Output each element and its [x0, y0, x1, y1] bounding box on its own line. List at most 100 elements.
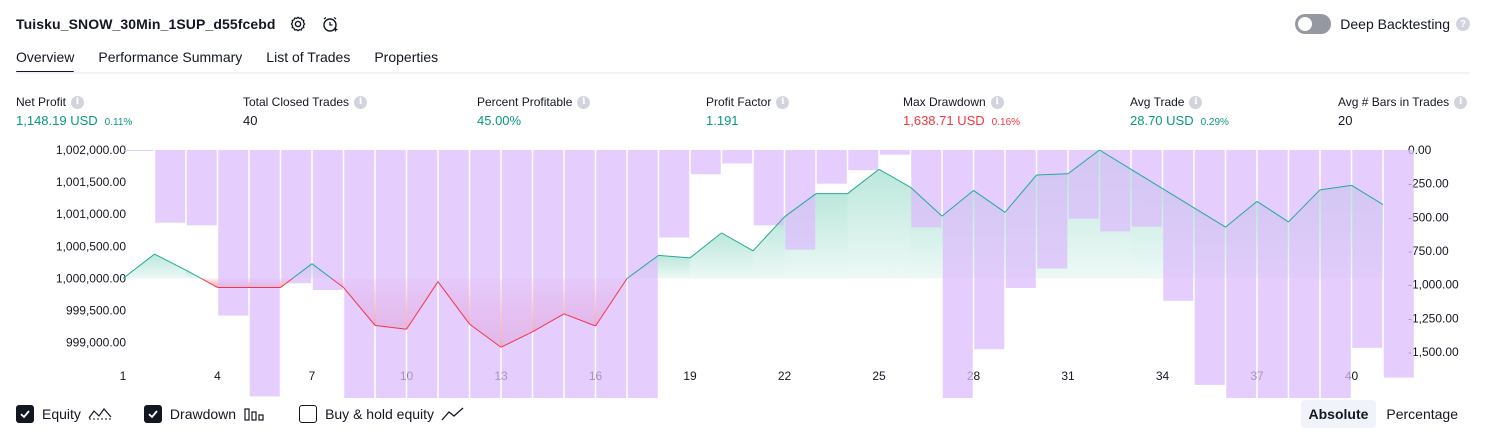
metric-value: 28.70 USD [1130, 113, 1194, 128]
equity-profit-area [816, 193, 848, 279]
right-axis-tick-label: -500.00 [1408, 210, 1449, 224]
report-tabs: Overview Performance Summary List of Tra… [16, 44, 462, 74]
metric-title: Avg # Bars in Trades [1338, 95, 1450, 109]
tab-properties[interactable]: Properties [374, 49, 439, 65]
metric-percent: 0.16% [991, 117, 1021, 128]
x-axis-tick-label: 25 [872, 369, 886, 383]
drawdown-bar [470, 150, 501, 398]
info-icon[interactable]: i [990, 95, 1004, 109]
chart-legend: Equity Drawdown Buy & hold equity [16, 402, 497, 426]
equity-line-segment [1162, 188, 1195, 209]
equity-line-segment [721, 232, 754, 252]
tab-overview[interactable]: Overview [16, 44, 75, 74]
left-axis-tick-label: 1,002,000.00 [56, 143, 126, 157]
equity-line-segment [1130, 168, 1163, 189]
drawdown-bar [1163, 150, 1194, 301]
right-axis-tick-label: -1,000.00 [1408, 278, 1459, 292]
equity-line-segment [200, 278, 218, 288]
equity-drawdown-chart[interactable]: 1,002,000.00 1,001,500.00 1,001,000.00 1,00… [0, 140, 1486, 398]
drawdown-bar [1352, 150, 1383, 348]
equity-profit-area [879, 169, 911, 279]
drawdown-bar [659, 150, 690, 238]
drawdown-bar [407, 150, 438, 398]
equity-checkbox[interactable] [16, 405, 34, 423]
left-axis-tick-label: 1,001,000.00 [56, 207, 126, 221]
metric-value: 45.00% [477, 113, 522, 128]
metric-max-drawdown: Max Drawdown i 1,638.71 USD 0.16% [903, 94, 1020, 130]
drawdown-bar [1383, 150, 1414, 378]
equity-line-segment [374, 324, 407, 330]
drawdown-bar [1068, 150, 1099, 219]
left-axis-tick-label: 1,001,500.00 [56, 175, 126, 189]
drawdown-bar [753, 150, 784, 226]
legend-label: Drawdown [169, 406, 237, 422]
equity-line-segment [941, 190, 974, 217]
metrics-row: Net Profit i 1,148.19 USD 0.11% Total Clos… [0, 94, 1486, 134]
info-icon[interactable]: i [1454, 95, 1468, 109]
metric-value: 1,638.71 USD [903, 113, 985, 128]
drawdown-bar [848, 150, 879, 171]
equity-line-segment [1036, 173, 1069, 176]
drawdown-glyph-icon [243, 406, 267, 422]
tab-list-of-trades[interactable]: List of Trades [266, 49, 351, 65]
absolute-button[interactable]: Absolute [1300, 400, 1377, 428]
equity-line-segment [973, 190, 1006, 213]
info-icon[interactable]: i [776, 95, 790, 109]
drawdown-bar [690, 150, 721, 175]
x-axis-tick-label: 1 [120, 369, 127, 383]
equity-profit-area [753, 216, 785, 279]
equity-line-segment [910, 186, 943, 217]
settings-gear-icon[interactable] [288, 14, 308, 34]
drawdown-bar [438, 150, 469, 398]
drawdown-bar [627, 150, 658, 398]
help-question-icon[interactable]: ? [1456, 17, 1470, 31]
info-icon[interactable]: i [354, 95, 368, 109]
metric-value: 20 [1338, 113, 1353, 128]
tab-performance-summary[interactable]: Performance Summary [98, 49, 243, 65]
percentage-button[interactable]: Percentage [1386, 406, 1458, 422]
drawdown-bar [1131, 150, 1162, 227]
info-icon[interactable]: i [71, 95, 85, 109]
equity-line-segment [626, 254, 659, 279]
equity-line-segment [563, 313, 596, 327]
legend-equity[interactable]: Equity [16, 405, 112, 423]
equity-line-segment [343, 287, 376, 326]
checkmark-icon [148, 410, 158, 419]
metric-title: Max Drawdown [903, 95, 986, 109]
x-axis-tick-label: 22 [778, 369, 792, 383]
right-axis-tick-label: -250.00 [1408, 177, 1449, 191]
info-icon[interactable]: i [1189, 95, 1203, 109]
deep-backtesting-control: Deep Backtesting ? [1295, 12, 1470, 36]
metric-value: 1,148.19 USD [16, 113, 98, 128]
right-axis-tick-label: -1,250.00 [1408, 311, 1459, 325]
checkmark-icon [20, 410, 30, 419]
metric-title: Net Profit [16, 95, 67, 109]
drawdown-bar [1257, 150, 1288, 398]
strategy-header: Tuisku_SNOW_30Min_1SUP_d55fcebd [16, 12, 340, 36]
metric-net-profit: Net Profit i 1,148.19 USD 0.11% [16, 94, 132, 130]
drawdown-bar [722, 150, 753, 164]
metric-total-closed-trades: Total Closed Trades i 40 [243, 94, 368, 130]
metric-profit-factor: Profit Factor i 1.191 [706, 94, 790, 130]
equity-line-segment [689, 232, 722, 259]
legend-drawdown[interactable]: Drawdown [143, 405, 267, 423]
equity-glyph-icon [88, 406, 112, 422]
legend-buy-hold-equity[interactable]: Buy & hold equity [299, 405, 465, 423]
equity-line-segment [752, 216, 785, 252]
drawdown-bar [375, 150, 406, 398]
equity-line-segment [1225, 201, 1258, 228]
equity-line-segment [658, 254, 691, 259]
drawdown-checkbox[interactable] [143, 405, 162, 423]
equity-line-segment [1288, 189, 1321, 223]
right-axis-tick-label: -750.00 [1408, 244, 1449, 258]
buy-hold-checkbox[interactable] [299, 405, 318, 423]
drawdown-bar [501, 150, 532, 398]
right-axis-tick-label: -1,500.00 [1408, 345, 1459, 359]
equity-line-segment [122, 253, 155, 279]
deep-backtesting-toggle[interactable] [1295, 14, 1332, 34]
info-icon[interactable]: i [577, 95, 591, 109]
add-alert-clock-icon[interactable] [320, 14, 340, 34]
equity-line-segment [784, 193, 817, 218]
x-axis-tick-label: 31 [1061, 369, 1075, 383]
equity-profit-area [690, 232, 722, 279]
